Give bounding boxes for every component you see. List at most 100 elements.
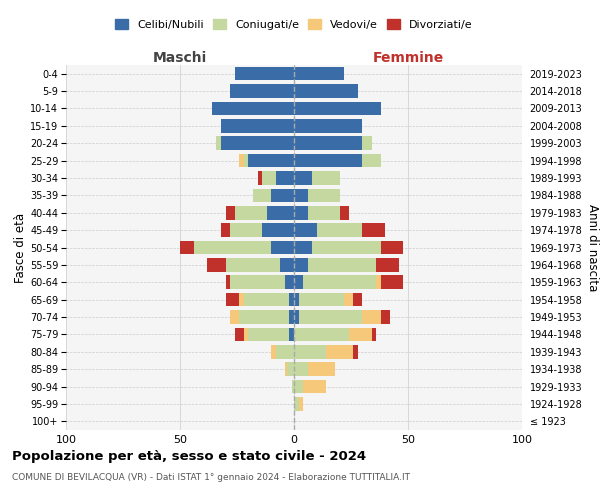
Bar: [239, 310, 289, 324]
Bar: [371, 328, 376, 341]
Bar: [362, 310, 380, 324]
Y-axis label: Anni di nascita: Anni di nascita: [586, 204, 599, 291]
Bar: [271, 188, 294, 202]
Bar: [248, 154, 294, 168]
Bar: [194, 240, 271, 254]
Bar: [226, 206, 235, 220]
Bar: [380, 240, 403, 254]
Bar: [266, 206, 294, 220]
Bar: [308, 258, 376, 272]
Bar: [230, 276, 285, 289]
Bar: [303, 380, 326, 394]
Bar: [303, 276, 376, 289]
Bar: [239, 154, 244, 168]
Bar: [221, 224, 230, 237]
Bar: [230, 310, 239, 324]
Bar: [312, 240, 380, 254]
Bar: [294, 67, 344, 80]
Bar: [289, 328, 294, 341]
Bar: [226, 293, 239, 306]
Bar: [299, 397, 303, 410]
Bar: [276, 345, 294, 358]
Bar: [262, 171, 276, 185]
Bar: [271, 240, 294, 254]
Bar: [244, 154, 248, 168]
Bar: [280, 258, 294, 272]
Bar: [257, 171, 262, 185]
Bar: [235, 206, 266, 220]
Bar: [208, 258, 226, 272]
Bar: [226, 276, 230, 289]
Bar: [294, 240, 312, 254]
Bar: [248, 328, 289, 341]
Bar: [294, 224, 317, 237]
Bar: [362, 224, 385, 237]
Bar: [276, 171, 294, 185]
Bar: [244, 293, 289, 306]
Bar: [376, 276, 380, 289]
Bar: [349, 328, 371, 341]
Bar: [253, 188, 271, 202]
Bar: [221, 119, 294, 132]
Bar: [289, 293, 294, 306]
Text: Femmine: Femmine: [373, 51, 443, 65]
Bar: [362, 154, 380, 168]
Bar: [294, 345, 326, 358]
Bar: [294, 102, 380, 115]
Bar: [294, 276, 303, 289]
Bar: [226, 258, 280, 272]
Text: COMUNE DI BEVILACQUA (VR) - Dati ISTAT 1° gennaio 2024 - Elaborazione TUTTITALIA: COMUNE DI BEVILACQUA (VR) - Dati ISTAT 1…: [12, 472, 410, 482]
Bar: [239, 293, 244, 306]
Bar: [294, 119, 362, 132]
Bar: [362, 136, 371, 150]
Bar: [287, 362, 294, 376]
Bar: [326, 345, 353, 358]
Bar: [299, 310, 362, 324]
Bar: [294, 362, 308, 376]
Bar: [244, 328, 248, 341]
Bar: [308, 362, 335, 376]
Bar: [285, 276, 294, 289]
Bar: [317, 224, 362, 237]
Bar: [380, 310, 390, 324]
Bar: [235, 67, 294, 80]
Text: Popolazione per età, sesso e stato civile - 2024: Popolazione per età, sesso e stato civil…: [12, 450, 366, 463]
Legend: Celibi/Nubili, Coniugati/e, Vedovi/e, Divorziati/e: Celibi/Nubili, Coniugati/e, Vedovi/e, Di…: [115, 20, 473, 30]
Bar: [294, 397, 299, 410]
Bar: [294, 206, 308, 220]
Text: Maschi: Maschi: [153, 51, 207, 65]
Bar: [230, 224, 262, 237]
Bar: [180, 240, 194, 254]
Bar: [285, 362, 287, 376]
Bar: [308, 188, 340, 202]
Bar: [235, 328, 244, 341]
Bar: [212, 102, 294, 115]
Bar: [353, 293, 362, 306]
Bar: [271, 345, 276, 358]
Bar: [353, 345, 358, 358]
Bar: [294, 258, 308, 272]
Bar: [294, 293, 299, 306]
Bar: [308, 206, 340, 220]
Bar: [340, 206, 349, 220]
Bar: [294, 136, 362, 150]
Y-axis label: Fasce di età: Fasce di età: [14, 212, 27, 282]
Bar: [294, 328, 349, 341]
Bar: [299, 293, 344, 306]
Bar: [292, 380, 294, 394]
Bar: [376, 258, 399, 272]
Bar: [221, 136, 294, 150]
Bar: [217, 136, 221, 150]
Bar: [262, 224, 294, 237]
Bar: [380, 276, 403, 289]
Bar: [294, 188, 308, 202]
Bar: [289, 310, 294, 324]
Bar: [294, 310, 299, 324]
Bar: [294, 84, 358, 98]
Bar: [344, 293, 353, 306]
Bar: [294, 154, 362, 168]
Bar: [230, 84, 294, 98]
Bar: [312, 171, 340, 185]
Bar: [294, 171, 312, 185]
Bar: [294, 380, 303, 394]
